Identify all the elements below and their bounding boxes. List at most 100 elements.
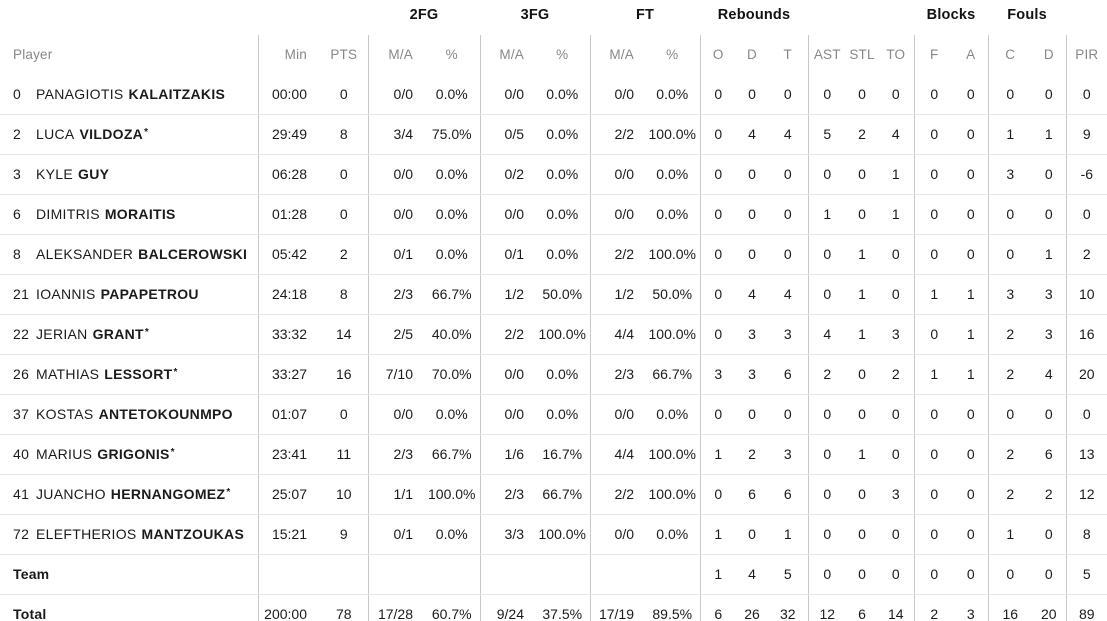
col-header-to: TO	[878, 35, 915, 74]
player-last-name: HERNANGOMEZ	[110, 486, 226, 502]
cell-pts: 14	[320, 314, 369, 355]
cell-reb_o: 0	[700, 234, 736, 275]
cell-fg2_ma: 0/0	[368, 74, 424, 115]
cell-fg3_pct: 0.0%	[535, 194, 591, 235]
cell-ft_pct: 50.0%	[645, 274, 701, 315]
cell-stl: 0	[846, 74, 879, 115]
col-header-2fg-ma: M/A	[388, 47, 413, 62]
cell-stl: 0	[846, 394, 879, 435]
cell-reb_t: 3	[768, 434, 809, 475]
cell-ft_ma: 0/0	[590, 394, 645, 435]
cell-reb_d: 4	[736, 274, 768, 315]
col-header-pts: PTS	[320, 35, 369, 74]
jersey-number: 21	[13, 286, 30, 302]
col-header-stl: STL	[849, 47, 875, 62]
cell-ast: 12	[808, 594, 847, 621]
cell-foul_d: 1	[1032, 114, 1067, 155]
cell-reb_d: 0	[736, 194, 768, 235]
cell-ast: 0	[808, 474, 847, 515]
cell-min: 05:42	[258, 234, 320, 275]
cell-blk_a: 0	[954, 554, 989, 595]
cell-foul_d: 3	[1032, 274, 1067, 315]
cell-reb_d: 0	[736, 394, 768, 435]
cell-fg3_ma: 0/2	[480, 154, 535, 195]
total-row: Total 200:00 78 17/28 60.7% 9/24 37.5% 17/19 89.…	[0, 594, 1107, 621]
cell-ft_ma: 1/2	[590, 274, 645, 315]
cell-fg2_ma: 3/4	[368, 114, 424, 155]
player-first-name: JUANCHO	[36, 486, 106, 502]
cell-blk_a: 0	[954, 434, 989, 475]
cell-ft_pct: 100.0%	[645, 314, 701, 355]
cell-ft_ma: 0/0	[590, 194, 645, 235]
row-label: Total	[13, 606, 47, 621]
cell-foul_c: 16	[988, 594, 1033, 621]
cell-fg3_pct: 50.0%	[535, 274, 591, 315]
group-header-2fg: 2FG	[409, 6, 439, 23]
cell-foul_d: 3	[1032, 314, 1067, 355]
cell-blk_f: 1	[914, 274, 955, 315]
cell-to: 4	[878, 114, 915, 155]
cell-blk_f: 0	[914, 514, 955, 555]
cell-min: 29:49	[258, 114, 320, 155]
cell-blk_f: 0	[914, 234, 955, 275]
cell-reb_d: 0	[736, 234, 768, 275]
player-cell: 37 KOSTAS ANTETOKOUNMPO	[0, 394, 259, 435]
cell-blk_f: 1	[914, 354, 955, 395]
player-cell: 41 JUANCHO HERNANGOMEZ*	[0, 474, 259, 515]
cell-fg2_ma: 17/28	[368, 594, 424, 621]
cell-min: 15:21	[258, 514, 320, 555]
cell-to: 0	[878, 434, 915, 475]
jersey-number: 41	[13, 486, 30, 502]
cell-ft_pct: 100.0%	[645, 434, 701, 475]
cell-blk_a: 1	[954, 314, 989, 355]
cell-foul_d: 1	[1032, 234, 1067, 275]
cell-reb_t: 0	[768, 74, 809, 115]
cell-reb_t: 0	[768, 154, 809, 195]
cell-blk_a: 0	[954, 74, 989, 115]
cell-fg2_pct: 0.0%	[424, 74, 481, 115]
cell-foul_c: 0	[988, 234, 1033, 275]
cell-reb_d: 2	[736, 434, 768, 475]
cell-min: 00:00	[258, 74, 320, 115]
cell-fg2_pct: 0.0%	[424, 154, 481, 195]
player-last-name: BALCEROWSKI	[138, 246, 248, 262]
player-first-name: JERIAN	[36, 326, 88, 342]
cell-foul_c: 2	[988, 434, 1033, 475]
cell-ft_pct: 100.0%	[645, 234, 701, 275]
cell-stl: 0	[846, 154, 879, 195]
cell-foul_c: 1	[988, 114, 1033, 155]
col-header-reb-o: O	[712, 47, 724, 62]
cell-foul_d: 0	[1032, 154, 1067, 195]
cell-to: 0	[878, 514, 915, 555]
group-header-fouls: Fouls	[1007, 6, 1047, 23]
player-first-name: KYLE	[36, 166, 73, 182]
box-score-body: 0 PANAGIOTIS KALAITZAKIS 00:00 0 0/0 0.0% 0/0 0.…	[0, 74, 1107, 621]
col-header-blk-a: A	[954, 35, 989, 74]
cell-to: 0	[878, 274, 915, 315]
cell-to: 1	[878, 194, 915, 235]
cell-reb_t: 0	[768, 234, 809, 275]
jersey-number: 0	[13, 85, 22, 102]
cell-ft_ma: 2/2	[590, 474, 645, 515]
jersey-number: 22	[13, 326, 30, 342]
player-row: 3 KYLE GUY 06:28 0 0/0 0.0% 0/2 0.0% 0/0 0.0% 0 0 0 0 0…	[0, 154, 1107, 195]
cell-fg2_pct: 0.0%	[424, 394, 481, 435]
cell-fg3_ma: 0/1	[480, 234, 535, 275]
cell-blk_a: 0	[954, 154, 989, 195]
cell-fg3_pct: 37.5%	[535, 594, 591, 621]
cell-fg2_pct: 70.0%	[424, 354, 481, 395]
cell-pir: 16	[1066, 314, 1107, 355]
cell-to: 0	[878, 554, 915, 595]
row-label: Team	[13, 566, 50, 582]
cell-fg3_pct: 0.0%	[535, 354, 591, 395]
cell-ft_ma: 2/2	[590, 234, 645, 275]
player-cell: Total	[0, 594, 259, 621]
cell-min: 23:41	[258, 434, 320, 475]
jersey-number: 40	[13, 446, 30, 462]
cell-min: 33:27	[258, 354, 320, 395]
cell-ft_pct: 0.0%	[645, 74, 701, 115]
cell-fg3_ma: 3/3	[480, 514, 535, 555]
cell-fg2_ma: 1/1	[368, 474, 424, 515]
cell-foul_d: 0	[1032, 394, 1067, 435]
cell-fg3_ma: 0/0	[480, 194, 535, 235]
